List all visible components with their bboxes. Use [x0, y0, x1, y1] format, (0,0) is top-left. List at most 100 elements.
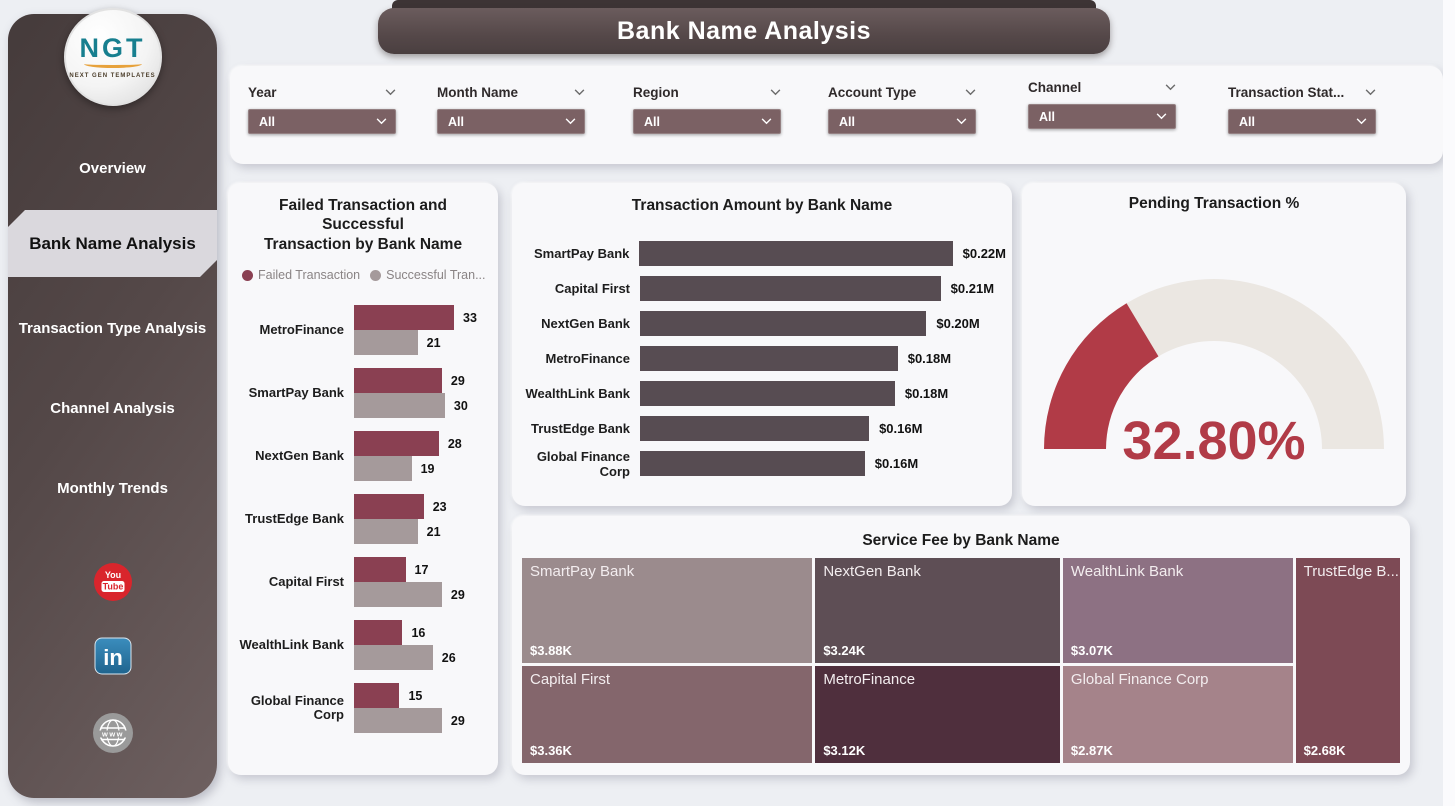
category-label: MetroFinance	[259, 321, 344, 337]
filter-dropdown-channel[interactable]: All	[1028, 104, 1176, 129]
sidebar: NGT NEXT GEN TEMPLATES Overview Bank Nam…	[8, 8, 217, 798]
filter-label-row-region: Region	[633, 85, 781, 100]
filter-label-row-transaction-stat: Transaction Stat...	[1228, 85, 1376, 100]
bar-group-wealthlink-bank: WealthLink Bank 16 26	[236, 620, 492, 670]
failed-successful-chart-title: Failed Transaction and Successful Transa…	[263, 197, 463, 253]
successful-bar-value: 26	[441, 650, 456, 665]
filter-value-transaction-stat: All	[1239, 114, 1255, 129]
dropdown-chevron-icon	[565, 118, 576, 125]
svg-text:in: in	[103, 645, 123, 670]
dropdown-chevron-icon	[1356, 118, 1367, 125]
filter-region: Region All	[633, 85, 781, 134]
successful-bar[interactable]	[354, 645, 433, 670]
treemap-tile-metrofinance[interactable]: MetroFinance $3.12K	[815, 665, 1060, 763]
filter-label-month-name: Month Name	[437, 85, 518, 100]
failed-bar[interactable]	[354, 683, 400, 708]
failed-bar[interactable]	[354, 368, 442, 393]
bar-pair: 23 21	[354, 494, 492, 544]
successful-bar[interactable]	[354, 519, 418, 544]
filter-value-month-name: All	[448, 114, 464, 129]
amount-value-label: $0.18M	[904, 386, 949, 401]
filter-label-year: Year	[248, 85, 277, 100]
amount-bar[interactable]	[640, 276, 941, 301]
dropdown-chevron-icon	[1156, 113, 1167, 120]
filter-dropdown-region[interactable]: All	[633, 109, 781, 134]
filter-label-row-account-type: Account Type	[828, 85, 976, 100]
successful-bar[interactable]	[354, 456, 412, 481]
treemap-tile-trustedge-b[interactable]: TrustEdge B... $2.68K	[1295, 558, 1400, 763]
filter-month-name: Month Name All	[437, 85, 585, 134]
amount-bar[interactable]	[640, 451, 865, 476]
treemap-tile-wealthlink-bank[interactable]: WealthLink Bank $3.07K	[1062, 558, 1293, 663]
treemap-title: Service Fee by Bank Name	[862, 532, 1060, 549]
bar-group-capital-first: Capital First 17 29	[236, 557, 492, 607]
gauge-visual[interactable]: 32.80%	[1022, 209, 1406, 499]
ngt-logo-subtext: NEXT GEN TEMPLATES	[69, 73, 156, 79]
amount-bar[interactable]	[640, 381, 895, 406]
svg-text:Tube: Tube	[102, 582, 123, 592]
sidebar-item-overview[interactable]: Overview	[79, 160, 146, 177]
svg-text:You: You	[104, 570, 120, 580]
filter-header-chevron-icon	[574, 89, 585, 96]
successful-bar[interactable]	[354, 582, 442, 607]
legend-item-successful[interactable]: Successful Tran...	[370, 268, 486, 282]
youtube-icon[interactable]: You Tube	[93, 562, 133, 607]
bar-group-metrofinance: MetroFinance 33 21	[236, 305, 492, 355]
amount-bar[interactable]	[640, 311, 927, 336]
successful-bar[interactable]	[354, 393, 445, 418]
treemap-tile-smartpay-bank[interactable]: SmartPay Bank $3.88K	[522, 558, 813, 663]
treemap-tile-global-finance-corp[interactable]: Global Finance Corp $2.87K	[1062, 665, 1293, 763]
failed-bar[interactable]	[354, 557, 406, 582]
failed-bar-value: 23	[432, 499, 447, 514]
sidebar-item-transaction-type-analysis[interactable]: Transaction Type Analysis	[18, 320, 207, 337]
filter-dropdown-transaction-stat[interactable]: All	[1228, 109, 1376, 134]
filter-channel: Channel All	[1028, 80, 1176, 129]
category-label: Global Finance Corp	[536, 448, 630, 479]
treemap-tile-value: $3.07K	[1070, 642, 1113, 658]
transaction-amount-chart-title: Transaction Amount by Bank Name	[631, 197, 893, 214]
amount-value-label: $0.21M	[950, 281, 995, 296]
failed-bar[interactable]	[354, 494, 424, 519]
failed-bar-line: 16	[354, 620, 492, 645]
treemap-tile-name: WealthLink Bank	[1070, 563, 1184, 580]
successful-bar-line: 19	[354, 456, 492, 481]
filter-dropdown-month-name[interactable]: All	[437, 109, 585, 134]
legend-item-failed[interactable]: Failed Transaction	[242, 268, 360, 282]
linkedin-icon[interactable]: in	[93, 636, 133, 681]
dropdown-chevron-icon	[761, 118, 772, 125]
sidebar-item-channel-analysis[interactable]: Channel Analysis	[50, 400, 175, 417]
dropdown-chevron-icon	[376, 118, 387, 125]
website-globe-icon[interactable]: www	[92, 712, 134, 759]
svg-text:www: www	[100, 730, 123, 739]
failed-bar-line: 15	[354, 683, 492, 708]
successful-bar-line: 30	[354, 393, 492, 418]
sidebar-item-bank-name-analysis[interactable]: Bank Name Analysis	[8, 210, 217, 277]
amount-value-label: $0.16M	[879, 421, 923, 436]
failed-bar-line: 29	[354, 368, 492, 393]
failed-bar[interactable]	[354, 620, 403, 645]
successful-bar-value: 21	[426, 335, 441, 350]
gauge-value-label: 32.80%	[1122, 411, 1305, 471]
treemap-tile-capital-first[interactable]: Capital First $3.36K	[522, 665, 813, 763]
amount-bar-row-metrofinance: MetroFinance $0.18M	[518, 346, 1006, 371]
filter-dropdown-account-type[interactable]: All	[828, 109, 976, 134]
failed-bar[interactable]	[354, 305, 454, 330]
amount-bar[interactable]	[639, 241, 953, 266]
filter-account-type: Account Type All	[828, 85, 976, 134]
failed-bar-value: 16	[411, 625, 426, 640]
failed-bar[interactable]	[354, 431, 439, 456]
treemap-tile-nextgen-bank[interactable]: NextGen Bank $3.24K	[815, 558, 1060, 663]
ngt-logo-text: NGT	[79, 33, 146, 63]
amount-bar[interactable]	[640, 346, 898, 371]
transaction-amount-chart-card: Transaction Amount by Bank Name SmartPay…	[512, 183, 1012, 506]
successful-bar-value: 19	[420, 461, 435, 476]
amount-bar[interactable]	[640, 416, 870, 441]
filter-dropdown-year[interactable]: All	[248, 109, 396, 134]
amount-value-label: $0.18M	[907, 351, 952, 366]
successful-bar-line: 21	[354, 519, 492, 544]
successful-bar[interactable]	[354, 708, 442, 733]
sidebar-item-monthly-trends[interactable]: Monthly Trends	[57, 480, 168, 497]
successful-bar[interactable]	[354, 330, 418, 355]
failed-bar-value: 33	[463, 310, 477, 325]
category-label: MetroFinance	[545, 351, 630, 366]
